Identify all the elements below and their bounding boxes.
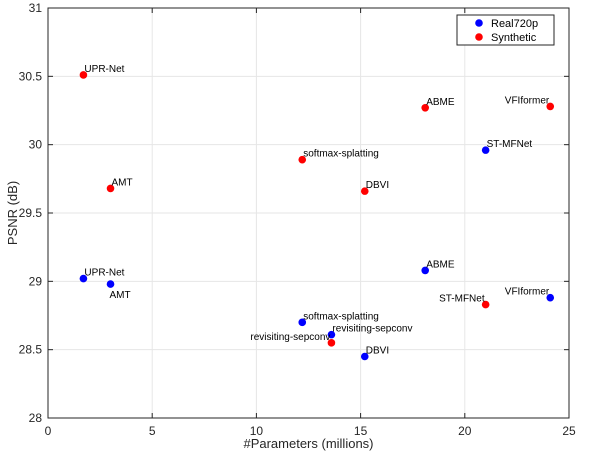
point-label: ABME: [426, 259, 455, 270]
point-labels: UPR-Net AMT softmax-splatting revisiting-se…: [84, 64, 549, 357]
point-label: VFIformer: [505, 287, 550, 298]
data-point-synthetic: [298, 155, 307, 164]
data-point-real720p: [79, 274, 88, 283]
point-label: DBVI: [366, 346, 389, 357]
y-tick-label: 30.5: [19, 69, 43, 83]
point-label: UPR-Net: [84, 268, 124, 279]
data-point-real720p: [327, 330, 336, 339]
point-label: ABME: [426, 97, 455, 108]
point-label: ST-MFNet: [439, 294, 485, 305]
x-tick-label: 15: [354, 424, 368, 438]
point-label: ST-MFNet: [487, 139, 533, 150]
y-tick-label: 29.5: [19, 206, 43, 220]
y-tick-label: 31: [29, 1, 43, 15]
data-point-real720p: [298, 318, 307, 327]
data-point-real720p: [360, 352, 369, 361]
point-label: revisiting-sepconv: [250, 332, 330, 343]
y-tick-label: 28.5: [19, 343, 43, 357]
x-axis-label: #Parameters (millions): [243, 436, 373, 451]
point-label: softmax-splatting: [303, 149, 379, 160]
axis-ticks: 0 5 10 15 20 25 28 28.5 29 29.5 30 30.5 31: [19, 1, 576, 438]
legend-box: [456, 14, 555, 46]
data-point-real720p: [106, 280, 115, 288]
data-point-synthetic: [106, 184, 115, 193]
y-tick-label: 29: [29, 274, 43, 288]
x-tick-label: 5: [149, 424, 156, 438]
data-point-synthetic: [481, 300, 490, 309]
point-label: UPR-Net: [84, 64, 124, 75]
data-point-synthetic: [421, 103, 430, 112]
data-point-real720p: [481, 146, 490, 154]
point-label: softmax-splatting: [303, 311, 379, 322]
point-label: revisiting-sepconv: [332, 324, 412, 335]
data-point-synthetic: [546, 102, 555, 111]
legend: Real720p Synthetic: [456, 14, 555, 46]
point-label: VFIformer: [505, 95, 550, 106]
legend-marker-real720p: [475, 19, 483, 27]
legend-entry-label: Real720p: [491, 18, 538, 30]
data-point-synthetic: [79, 71, 88, 79]
point-label: DBVI: [366, 180, 389, 191]
legend-marker-synthetic: [475, 33, 483, 41]
y-tick-label: 28: [29, 411, 43, 425]
legend-entry-label: Synthetic: [491, 32, 537, 44]
point-label: AMT: [112, 177, 133, 188]
data-point-synthetic: [360, 187, 369, 195]
y-axis-label: PSNR (dB): [5, 181, 20, 245]
data-point-real720p: [546, 293, 555, 302]
x-tick-label: 10: [250, 424, 264, 438]
grid: [47, 7, 570, 419]
data-point-synthetic: [327, 339, 336, 347]
y-tick-label: 30: [29, 138, 43, 152]
x-tick-label: 0: [45, 424, 52, 438]
data-points: [79, 71, 555, 361]
data-point-real720p: [421, 266, 430, 275]
x-tick-label: 20: [458, 424, 472, 438]
point-label: AMT: [110, 290, 131, 301]
x-tick-label: 25: [562, 424, 576, 438]
